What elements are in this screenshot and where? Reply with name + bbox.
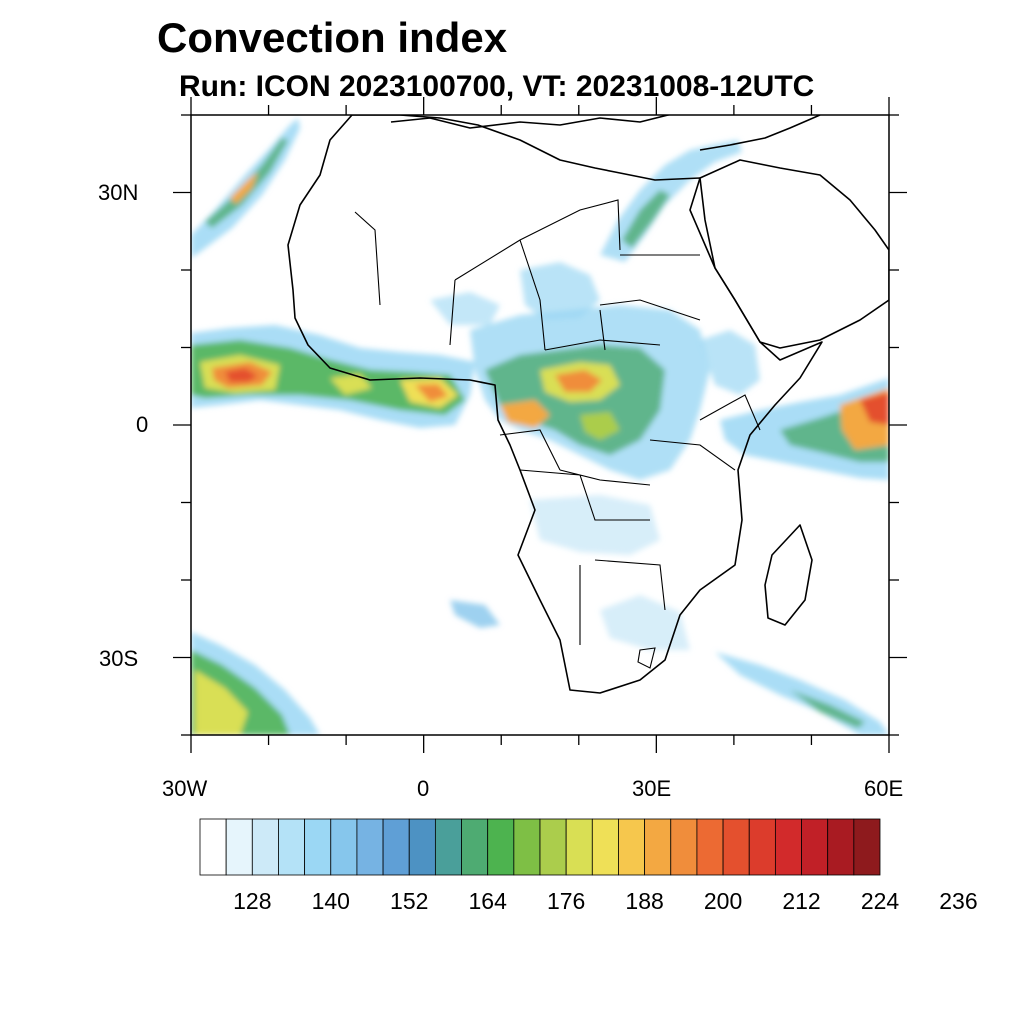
colorbar-box — [199, 818, 227, 876]
europe-coast — [390, 115, 821, 151]
colorbar-box — [225, 818, 253, 876]
colorbar-box — [304, 818, 332, 876]
colorbar-level-label: 176 — [546, 888, 586, 914]
lat-label-0: 0 — [136, 412, 149, 437]
colorbar-box — [853, 818, 881, 876]
lon-label-0: 0 — [417, 776, 430, 801]
colorbar-level-label: 128 — [233, 888, 272, 914]
colorbar — [199, 818, 881, 876]
colorbar-box — [461, 818, 489, 876]
colorbar-box — [670, 818, 698, 876]
lon-label-30w: 30W — [162, 776, 208, 801]
coastlines — [287, 115, 889, 694]
colorbar-box — [827, 818, 855, 876]
colorbar-box — [330, 818, 358, 876]
colorbar-level-label: 236 — [939, 888, 978, 914]
colorbar-box — [251, 818, 279, 876]
colorbar-box — [801, 818, 829, 876]
colorbar-box — [408, 818, 436, 876]
colorbar-level-label: 200 — [703, 888, 743, 914]
map-title: Convection index — [157, 14, 508, 61]
colorbar-box — [356, 818, 384, 876]
lat-label-30n: 30N — [98, 180, 139, 205]
colorbar-level-label: 224 — [860, 888, 900, 914]
colorbar-box — [539, 818, 567, 876]
lon-label-30e: 30E — [632, 776, 672, 801]
colorbar-box — [644, 818, 672, 876]
madagascar — [764, 524, 813, 626]
colorbar-box — [487, 818, 515, 876]
field-egypt-plume — [600, 140, 742, 262]
convection-field — [191, 118, 889, 735]
colorbar-level-label: 212 — [782, 888, 821, 914]
country-borders — [354, 199, 761, 669]
colorbar-box — [591, 818, 619, 876]
colorbar-box — [382, 818, 410, 876]
lat-label-30s: 30S — [99, 646, 139, 671]
colorbar-box — [434, 818, 462, 876]
map-subtitle: Run: ICON 2023100700, VT: 20231008-12UTC — [179, 70, 815, 103]
colorbar-level-label: 164 — [468, 888, 507, 914]
africa-coast — [287, 115, 823, 694]
arabia — [699, 159, 889, 349]
lon-label-60e: 60E — [864, 776, 904, 801]
colorbar-box — [513, 818, 541, 876]
colorbar-level-label: 140 — [311, 888, 350, 914]
axis-ticks — [173, 97, 907, 753]
colorbar-level-label: 152 — [390, 888, 429, 914]
colorbar-box — [565, 818, 593, 876]
colorbar-box — [722, 818, 750, 876]
colorbar-level-label: 188 — [625, 888, 664, 914]
colorbar-box — [748, 818, 776, 876]
colorbar-box — [278, 818, 306, 876]
colorbar-box — [618, 818, 646, 876]
colorbar-box — [774, 818, 802, 876]
colorbar-box — [696, 818, 724, 876]
